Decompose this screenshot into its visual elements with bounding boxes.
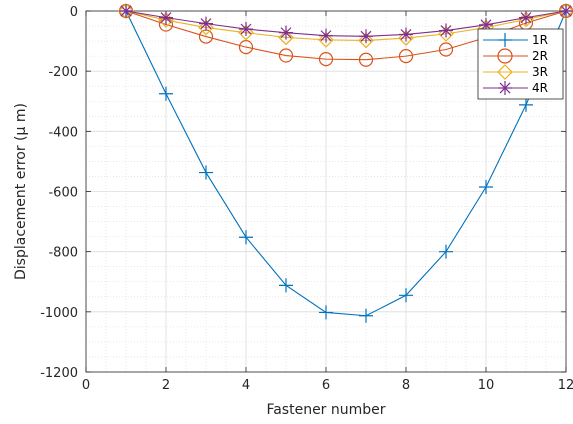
legend-entry-4R: 4R bbox=[483, 81, 548, 95]
data-point bbox=[399, 288, 413, 303]
data-point bbox=[479, 17, 493, 32]
legend-marker bbox=[497, 48, 513, 64]
x-tick-label: 0 bbox=[82, 378, 90, 393]
y-tick-label: 0 bbox=[70, 5, 78, 20]
data-point bbox=[359, 308, 373, 323]
data-point bbox=[318, 32, 334, 48]
legend-label: 3R bbox=[532, 65, 548, 79]
data-point bbox=[199, 16, 213, 31]
data-point bbox=[119, 4, 133, 18]
data-point bbox=[519, 10, 533, 25]
data-point bbox=[519, 97, 533, 112]
legend-marker bbox=[498, 33, 512, 47]
x-tick-label: 8 bbox=[402, 378, 410, 393]
data-series bbox=[118, 3, 573, 323]
legend-label: 1R bbox=[532, 33, 548, 47]
series-line bbox=[125, 10, 567, 37]
data-point bbox=[359, 29, 373, 44]
data-point bbox=[439, 23, 453, 38]
data-point bbox=[198, 19, 214, 36]
legend-entry-2R: 2R bbox=[483, 48, 548, 64]
data-point bbox=[278, 48, 294, 63]
data-point bbox=[319, 28, 333, 43]
data-point bbox=[238, 24, 254, 41]
series-4R bbox=[119, 4, 573, 44]
data-point bbox=[278, 29, 294, 46]
x-tick-label: 12 bbox=[558, 378, 573, 393]
y-tick-label: -1200 bbox=[40, 366, 78, 381]
x-axis-title: Fastener number bbox=[266, 402, 385, 418]
y-tick-label: -400 bbox=[48, 125, 78, 140]
data-point bbox=[319, 305, 333, 320]
data-point bbox=[398, 30, 414, 46]
series-line bbox=[125, 10, 567, 317]
data-point bbox=[439, 244, 453, 259]
x-tick-label: 2 bbox=[162, 378, 170, 393]
data-point bbox=[479, 179, 493, 194]
data-point bbox=[238, 39, 254, 55]
data-point bbox=[239, 22, 253, 37]
x-tick-label: 4 bbox=[242, 378, 250, 393]
data-point bbox=[358, 52, 374, 67]
legend-entry-3R: 3R bbox=[483, 64, 548, 80]
data-point bbox=[399, 27, 413, 42]
legend-label: 2R bbox=[532, 49, 548, 63]
series-line bbox=[125, 10, 567, 42]
legend-box bbox=[477, 28, 564, 100]
data-point bbox=[239, 230, 253, 245]
data-point bbox=[318, 52, 334, 67]
data-point bbox=[358, 32, 374, 49]
data-point bbox=[438, 42, 454, 57]
y-tick-label: -800 bbox=[48, 246, 78, 261]
y-tick-label: -1000 bbox=[40, 306, 78, 321]
series-1R bbox=[119, 4, 573, 323]
legend-marker bbox=[497, 64, 513, 80]
y-axis-title: Displacement error (μ m) bbox=[13, 103, 29, 280]
data-point bbox=[159, 10, 173, 25]
data-point bbox=[559, 4, 573, 18]
y-tick-label: -200 bbox=[48, 65, 78, 80]
x-tick-label: 10 bbox=[478, 378, 495, 393]
x-tick-label: 6 bbox=[322, 378, 330, 393]
data-point bbox=[398, 49, 414, 64]
legend: 1R 2R 3R 4R bbox=[477, 28, 564, 100]
data-point bbox=[199, 165, 213, 180]
data-point bbox=[279, 25, 293, 40]
legend-marker bbox=[498, 81, 512, 95]
y-tick-label: -600 bbox=[48, 186, 78, 201]
legend-entry-1R: 1R bbox=[483, 33, 548, 47]
legend-label: 4R bbox=[532, 81, 548, 95]
data-point bbox=[159, 86, 173, 101]
axes: 0 2 4 6 8 10 12 0 -200 -400 -600 -800 -1000 -1200 bbox=[40, 5, 573, 393]
data-point bbox=[279, 278, 293, 293]
